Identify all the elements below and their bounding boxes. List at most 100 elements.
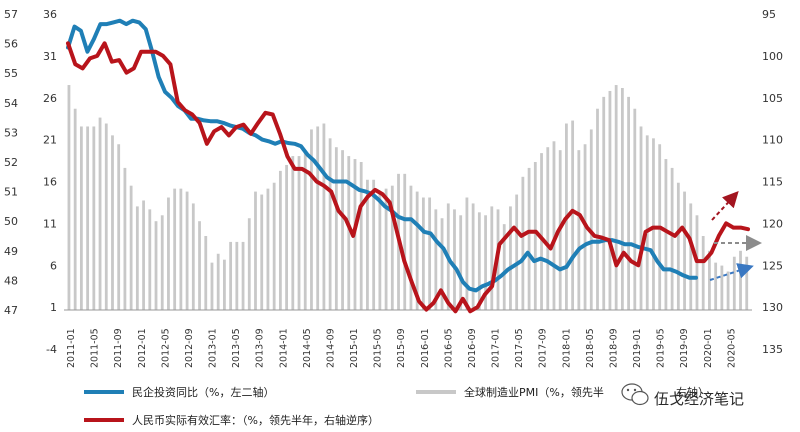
pmi-bar	[297, 156, 301, 310]
pmi-bar	[608, 90, 612, 311]
left-inner-tick: -4	[46, 343, 57, 356]
pmi-bar	[198, 221, 201, 310]
pmi-bar	[185, 191, 189, 310]
left-inner-tick: 6	[50, 259, 57, 272]
x-tick-label: 2012-09	[184, 328, 195, 368]
watermark: 伍戈经济笔记	[621, 383, 744, 408]
pmi-bar	[347, 156, 351, 310]
pmi-bar	[689, 203, 693, 310]
pmi-bar	[167, 197, 170, 310]
pmi-bar	[247, 218, 251, 310]
legend-label-red: 人民币实际有效汇率：（%，领先半年，右轴逆序）	[132, 413, 379, 427]
pmi-bar	[664, 159, 668, 310]
pmi-bar	[285, 164, 288, 310]
right-axis: 95 100 105 110 115 120 125 130 135	[762, 8, 783, 356]
left-outer-tick: 48	[4, 274, 18, 287]
pmi-bar	[577, 150, 581, 310]
pmi-bar	[533, 162, 537, 310]
pmi-bar	[745, 256, 749, 310]
x-tick-label: 2018-01	[561, 328, 572, 368]
pmi-bar	[540, 153, 543, 310]
pmi-bar	[477, 212, 481, 310]
pmi-bar	[322, 123, 326, 311]
x-tick-label: 2015-05	[373, 328, 384, 368]
pmi-bar	[334, 147, 338, 310]
pmi-bar	[428, 197, 432, 310]
pmi-bar	[459, 215, 463, 310]
legend-label-blue: 民企投资同比（%，左二轴）	[132, 385, 274, 399]
pmi-bar	[552, 141, 556, 310]
pmi-bar	[117, 144, 121, 310]
right-tick: 125	[762, 259, 783, 272]
x-tick-label: 2017-05	[514, 328, 525, 368]
x-tick-label: 2018-09	[608, 328, 619, 368]
pmi-bar	[160, 215, 164, 310]
pmi-bar	[291, 156, 295, 310]
x-tick-label: 2016-09	[467, 328, 478, 368]
pmi-bar	[726, 271, 730, 310]
pmi-bar	[135, 206, 139, 310]
pmi-bars	[67, 85, 749, 311]
pmi-bar	[546, 147, 550, 310]
pmi-bar	[683, 191, 686, 310]
pmi-bar	[639, 126, 643, 310]
pmi-bar	[86, 126, 90, 310]
pmi-bar	[148, 209, 152, 310]
annotation-arrows	[709, 191, 762, 281]
pmi-bar	[104, 123, 108, 311]
x-tick-label: 2019-01	[632, 328, 643, 368]
right-tick: 115	[762, 176, 783, 189]
pmi-bar	[602, 96, 606, 310]
pmi-bar	[490, 206, 494, 310]
x-tick-label: 2015-01	[349, 328, 360, 368]
pmi-bar	[415, 191, 419, 310]
rmb-reer-line	[66, 41, 750, 314]
x-axis: 2011-01 2011-05 2011-09 2012-01 2012-05 2012-…	[66, 328, 737, 368]
pmi-bar	[515, 194, 519, 310]
pmi-bar	[142, 200, 145, 310]
pmi-bar	[341, 150, 344, 310]
left-outer-tick: 57	[4, 8, 18, 21]
x-tick-label: 2020-01	[703, 328, 714, 368]
pmi-bar	[210, 262, 214, 310]
x-tick-label: 2013-09	[255, 328, 266, 368]
pmi-bar	[645, 135, 649, 310]
pmi-bar	[129, 185, 133, 310]
legend-label-gray-tail: 右轴）	[676, 385, 709, 399]
pmi-bar	[732, 256, 736, 310]
pmi-bar	[204, 236, 208, 310]
pmi-bar	[216, 253, 220, 310]
x-tick-label: 2013-01	[208, 328, 219, 368]
pmi-bar	[179, 188, 183, 310]
pmi-bar	[378, 191, 382, 310]
pmi-bar	[701, 236, 705, 310]
x-tick-label: 2017-09	[538, 328, 549, 368]
left-outer-tick: 54	[4, 97, 18, 110]
private-investment-line	[66, 18, 698, 293]
right-tick: 135	[762, 343, 783, 356]
pmi-bar	[390, 185, 394, 310]
x-tick-label: 2017-01	[491, 328, 502, 368]
x-tick-label: 2015-09	[396, 328, 407, 368]
right-tick: 95	[762, 8, 776, 21]
right-tick: 110	[762, 134, 783, 147]
watermark-text: 伍戈经济笔记	[654, 390, 744, 408]
pmi-bar	[359, 162, 363, 310]
left-outer-tick: 56	[4, 38, 18, 51]
left-inner-tick: 31	[43, 50, 57, 63]
pmi-bar	[434, 209, 438, 310]
pmi-bar	[453, 209, 456, 310]
series-lines	[66, 18, 750, 314]
x-tick-label: 2018-05	[585, 328, 596, 368]
pmi-bar	[484, 215, 487, 310]
left-outer-tick: 49	[4, 245, 18, 258]
x-tick-label: 2016-01	[420, 328, 431, 368]
pmi-bar	[254, 191, 257, 310]
left-inner-tick: 21	[43, 134, 57, 147]
pmi-bar	[596, 108, 599, 310]
x-tick-label: 2014-01	[278, 328, 289, 368]
pmi-bar	[372, 179, 376, 310]
pmi-bar	[509, 206, 512, 310]
pmi-bar	[123, 167, 127, 310]
x-tick-label: 2011-09	[113, 328, 124, 368]
